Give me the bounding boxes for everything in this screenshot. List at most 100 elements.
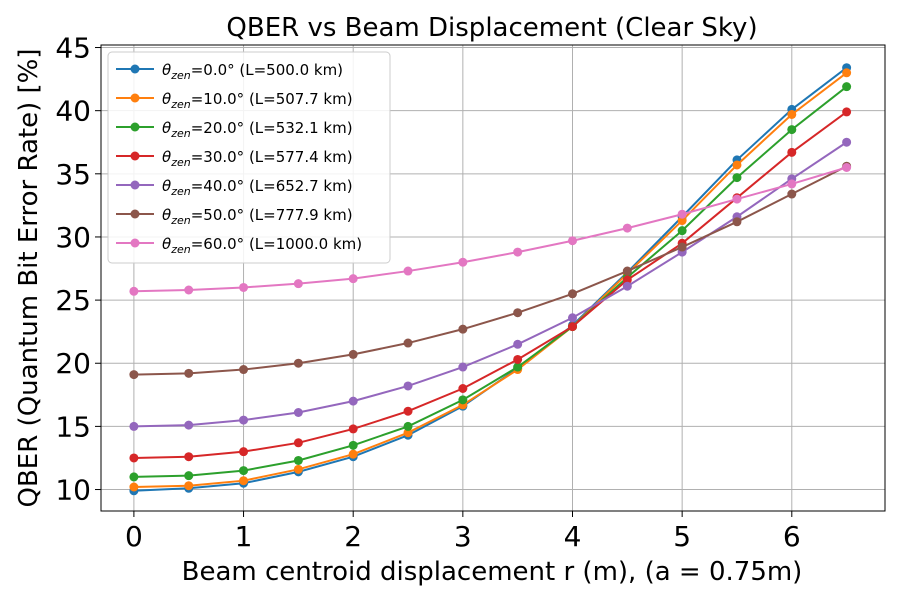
legend-label: θzen=50.0° (L=777.9 km) (162, 206, 353, 227)
data-point (513, 354, 523, 364)
series-6 (129, 162, 852, 296)
legend-label: θzen=40.0° (L=652.7 km) (162, 177, 353, 198)
data-point (239, 447, 249, 457)
y-ticks: 10 15 20 25 30 35 40 45 (55, 32, 101, 507)
y-tick-label: 45 (55, 32, 91, 65)
data-point (293, 438, 303, 448)
series-line (133, 165, 848, 376)
series-line (133, 141, 848, 428)
data-point (184, 420, 194, 430)
data-point (622, 223, 632, 233)
data-point (513, 362, 523, 372)
data-point (842, 107, 852, 117)
y-tick-label: 30 (55, 221, 91, 254)
data-point (129, 370, 139, 380)
legend-label: θzen=60.0° (L=1000.0 km) (162, 235, 362, 256)
y-tick-label: 25 (55, 284, 91, 317)
data-point (513, 308, 523, 318)
data-point (184, 452, 194, 462)
legend-item: θzen=10.0° (L=507.7 km) (116, 90, 353, 111)
data-point (622, 266, 632, 276)
data-point (239, 476, 249, 486)
data-point (842, 82, 852, 92)
legend-marker (130, 180, 140, 190)
data-point (239, 365, 249, 375)
data-point (348, 440, 358, 450)
legend-label: θzen=30.0° (L=577.4 km) (162, 148, 353, 169)
series-layer (129, 63, 852, 496)
data-point (677, 209, 687, 219)
x-tick-label: 0 (125, 520, 143, 553)
data-point (293, 407, 303, 417)
y-tick-label: 20 (55, 347, 91, 380)
data-point (677, 216, 687, 226)
data-point (732, 194, 742, 204)
legend-label: θzen=10.0° (L=507.7 km) (162, 90, 353, 111)
x-tick-label: 5 (673, 520, 691, 553)
data-point (239, 415, 249, 425)
legend-item: θzen=30.0° (L=577.4 km) (116, 148, 353, 169)
legend-box (107, 51, 391, 264)
legend-label: θzen=20.0° (L=532.1 km) (162, 119, 353, 140)
data-point (348, 424, 358, 434)
legend-marker (130, 122, 140, 132)
legend-item: θzen=40.0° (L=652.7 km) (116, 177, 353, 198)
data-point (348, 396, 358, 406)
data-point (293, 358, 303, 368)
data-point (184, 285, 194, 295)
data-point (842, 137, 852, 147)
legend-marker (130, 238, 140, 248)
series-4 (129, 137, 852, 431)
data-point (239, 282, 249, 292)
data-point (787, 147, 797, 157)
data-point (567, 313, 577, 323)
data-point (458, 324, 468, 334)
y-axis-label: QBER (Quantum Bit Error Rate) [%] (14, 49, 44, 508)
data-point (403, 266, 413, 276)
data-point (787, 109, 797, 119)
series-line (133, 71, 848, 489)
data-point (622, 275, 632, 285)
data-point (567, 322, 577, 332)
data-point (513, 247, 523, 257)
series-line (133, 111, 848, 459)
data-point (787, 125, 797, 135)
x-axis-label: Beam centroid displacement r (m), (a = 0… (182, 557, 803, 587)
data-point (732, 173, 742, 183)
data-point (787, 179, 797, 189)
legend-item: θzen=50.0° (L=777.9 km) (116, 206, 353, 227)
data-point (403, 428, 413, 438)
y-tick-label: 35 (55, 158, 91, 191)
y-tick-label: 10 (55, 474, 91, 507)
legend-marker (130, 209, 140, 219)
data-point (129, 482, 139, 492)
legend-marker (130, 64, 140, 74)
data-point (293, 464, 303, 474)
legend-marker (130, 151, 140, 161)
legend-item: θzen=20.0° (L=532.1 km) (116, 119, 353, 140)
data-point (567, 289, 577, 299)
data-point (293, 279, 303, 289)
data-point (239, 466, 249, 476)
data-point (403, 338, 413, 348)
legend-item: θzen=60.0° (L=1000.0 km) (116, 235, 362, 256)
data-point (348, 274, 358, 284)
data-point (129, 472, 139, 482)
data-point (129, 421, 139, 431)
data-point (129, 453, 139, 463)
data-point (622, 281, 632, 291)
x-tick-label: 2 (344, 520, 362, 553)
series-5 (129, 161, 852, 380)
data-point (787, 189, 797, 199)
series-2 (129, 82, 852, 482)
data-point (403, 406, 413, 416)
data-point (677, 242, 687, 252)
y-tick-label: 15 (55, 410, 91, 443)
data-point (184, 481, 194, 491)
data-point (842, 68, 852, 78)
x-tick-label: 1 (235, 520, 253, 553)
data-point (348, 349, 358, 359)
data-point (677, 226, 687, 236)
